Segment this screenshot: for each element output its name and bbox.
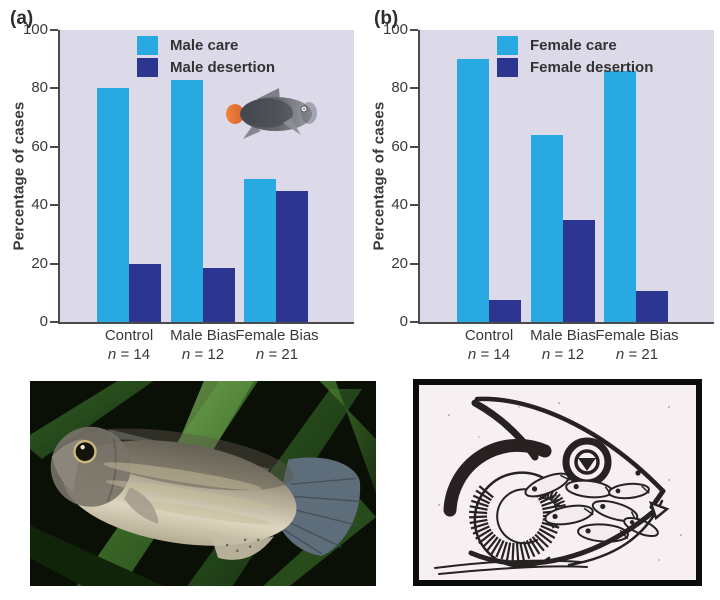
- y-tick-label: 40: [31, 196, 48, 213]
- y-tick-label: 60: [391, 138, 408, 155]
- sample-size-label: n = 21: [255, 346, 299, 363]
- x-label-female-bias-b: Female Bias n = 21: [582, 327, 692, 364]
- sample-size-label: n = 21: [615, 346, 659, 363]
- bar-group-male-bias-a: [171, 30, 235, 322]
- bar-group-male-bias-b: [531, 30, 595, 322]
- bar-female-care-control: [457, 59, 489, 322]
- bar-female-desertion-control: [489, 300, 521, 322]
- bar-male-care-female-bias: [244, 178, 276, 322]
- y-tick-mark: [50, 321, 58, 323]
- x-label-control-b: Control n = 14: [434, 327, 544, 364]
- legend-label: Female care: [530, 37, 617, 54]
- y-tick-mark: [50, 29, 58, 31]
- bar-male-care-male-bias: [171, 79, 203, 322]
- category-label: Female Bias: [595, 327, 679, 344]
- male-care-swatch-icon: [137, 36, 158, 55]
- bar-male-care-control: [97, 88, 129, 322]
- sample-size-label: n = 14: [467, 346, 511, 363]
- y-tick-label: 60: [31, 138, 48, 155]
- y-tick-mark: [50, 146, 58, 148]
- brooded-fry: [524, 472, 659, 543]
- y-tick-mark: [410, 204, 418, 206]
- legend-label: Female desertion: [530, 59, 654, 76]
- y-tick-mark: [410, 146, 418, 148]
- male-desertion-swatch-icon: [137, 58, 158, 77]
- legend-label: Male care: [170, 37, 239, 54]
- y-tick-label: 100: [22, 21, 48, 38]
- mouthbrooding-drawing-frame: [413, 379, 702, 586]
- bar-group-female-bias-b: [604, 30, 668, 322]
- bar-group-female-bias-a: [244, 30, 308, 322]
- plot-area-a: Male care Male desertion: [58, 30, 354, 324]
- legend-item: Female care: [497, 36, 653, 55]
- bar-female-care-male-bias: [531, 135, 563, 322]
- sample-size-label: n = 14: [107, 346, 151, 363]
- y-axis-title-a: Percentage of cases: [10, 101, 28, 251]
- y-tick-mark: [50, 263, 58, 265]
- category-label: Male Bias: [170, 327, 236, 344]
- y-tick-label: 0: [399, 313, 408, 330]
- bar-group-control-b: [457, 30, 521, 322]
- y-tick-label: 0: [39, 313, 48, 330]
- y-axis-title-b: Percentage of cases: [370, 101, 388, 251]
- female-desertion-swatch-icon: [497, 58, 518, 77]
- legend-item: Male desertion: [137, 58, 275, 77]
- plot-area-b: Female care Female desertion: [418, 30, 714, 324]
- category-label: Female Bias: [235, 327, 319, 344]
- bar-male-desertion-control: [129, 263, 161, 322]
- x-label-control-a: Control n = 14: [74, 327, 184, 364]
- cichlid-photo-art: [30, 381, 376, 586]
- legend-b: Female care Female desertion: [497, 36, 653, 77]
- y-tick-label: 20: [31, 255, 48, 272]
- y-tick-label: 40: [391, 196, 408, 213]
- bar-male-desertion-female-bias: [276, 190, 308, 322]
- panel-a: (a) Percentage of cases 100 80 60 40 20 …: [0, 0, 360, 375]
- y-tick-mark: [410, 263, 418, 265]
- mouthbrooding-drawing-art: [419, 385, 696, 580]
- panel-b-label: (b): [374, 8, 399, 29]
- female-care-swatch-icon: [497, 36, 518, 55]
- legend-a: Male care Male desertion: [137, 36, 275, 77]
- bar-female-care-female-bias: [604, 70, 636, 322]
- cichlid-fish: [50, 426, 361, 560]
- panel-b: (b) Percentage of cases 100 80 60 40 20 …: [360, 0, 720, 375]
- bar-group-control-a: [97, 30, 161, 322]
- category-label: Control: [464, 327, 514, 344]
- legend-item: Male care: [137, 36, 275, 55]
- y-tick-label: 80: [391, 79, 408, 96]
- legend-item: Female desertion: [497, 58, 653, 77]
- sample-size-label: n = 12: [181, 346, 225, 363]
- category-label: Male Bias: [530, 327, 596, 344]
- y-tick-mark: [410, 321, 418, 323]
- y-tick-label: 100: [382, 21, 408, 38]
- y-tick-label: 80: [31, 79, 48, 96]
- bar-male-desertion-male-bias: [203, 267, 235, 322]
- x-label-male-bias-b: Male Bias n = 12: [508, 327, 618, 364]
- y-tick-mark: [410, 29, 418, 31]
- category-label: Control: [104, 327, 154, 344]
- bar-female-desertion-male-bias: [563, 219, 595, 322]
- legend-label: Male desertion: [170, 59, 276, 76]
- y-tick-mark: [50, 87, 58, 89]
- cichlid-fish-photo: [30, 381, 376, 586]
- y-tick-mark: [50, 204, 58, 206]
- sample-size-label: n = 12: [541, 346, 585, 363]
- y-tick-mark: [410, 87, 418, 89]
- panel-a-label: (a): [10, 8, 34, 29]
- y-tick-label: 20: [391, 255, 408, 272]
- x-label-female-bias-a: Female Bias n = 21: [222, 327, 332, 364]
- bar-female-desertion-female-bias: [636, 291, 668, 322]
- x-label-male-bias-a: Male Bias n = 12: [148, 327, 258, 364]
